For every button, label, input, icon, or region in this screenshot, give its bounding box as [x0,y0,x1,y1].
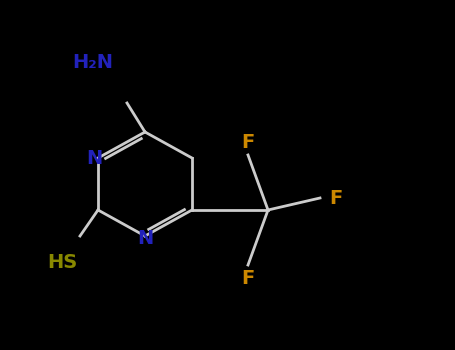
Text: H₂N: H₂N [72,52,113,71]
Text: F: F [241,133,255,152]
Text: N: N [137,230,153,248]
Text: HS: HS [47,252,77,272]
Text: F: F [329,189,343,208]
Text: F: F [241,268,255,287]
Text: N: N [86,148,102,168]
